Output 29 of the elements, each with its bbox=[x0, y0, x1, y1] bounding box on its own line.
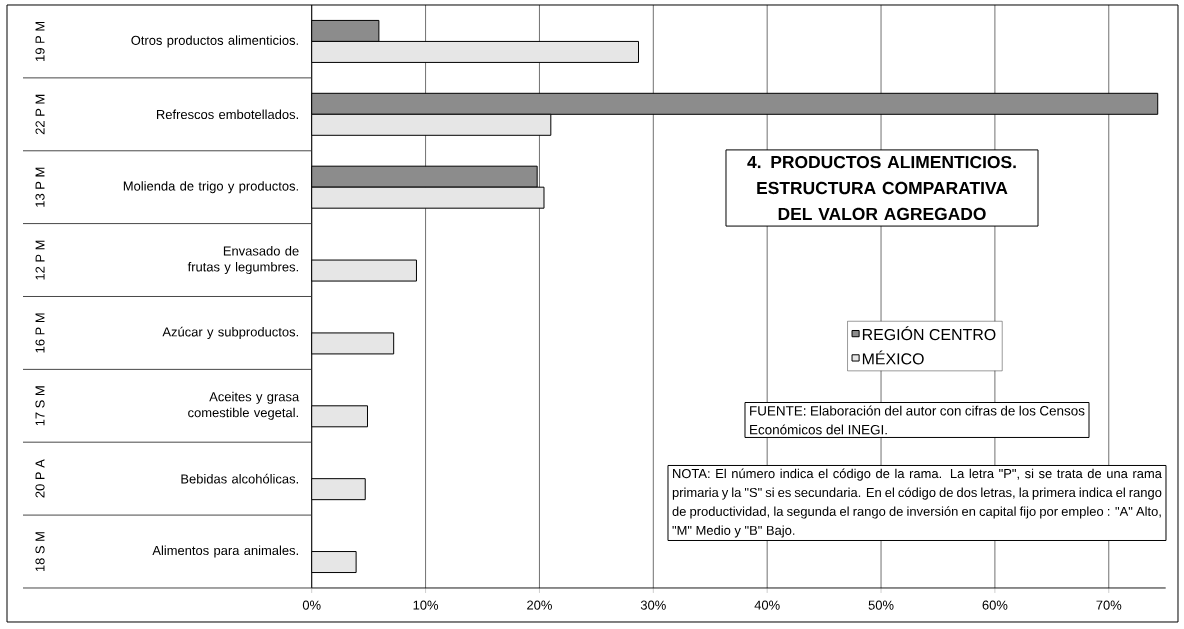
y-tick-label: Envasado de frutas y legumbres. bbox=[187, 246, 299, 275]
text: 4. PRODUCTOS ALIMENTICIOS. ESTRUCTURA COMPARATIVA DEL VALOR AGREGADO bbox=[747, 155, 1016, 221]
y-tick-label: Aceites y grasa comestible vegetal. bbox=[188, 391, 300, 420]
x-tick-label: 40% bbox=[754, 600, 780, 610]
y-tick-label: Refrescos embotellados. bbox=[156, 109, 298, 120]
text: 22 P M bbox=[35, 94, 45, 135]
annotation: FUENTE: Elaboración del autor con cifras de los Censos Económicos del INEGI. bbox=[750, 405, 1085, 435]
x-tick-label: 70% bbox=[1096, 600, 1122, 610]
text: 12 P M bbox=[35, 240, 45, 280]
text: 16 P M bbox=[35, 313, 45, 353]
text: 18 S M bbox=[35, 532, 45, 572]
text: 17 S M bbox=[35, 386, 45, 426]
annotation: NOTA: El número indica el código de la rama. La letra "P", si se trata de una rama primaria y la "S" si es secundaria. En el código de dos letras, la primera indica el rango de productividad, la segunda el rango de inversión en capital fijo por empleo : "A" Alto, "M" Medio y "B" Bajo. bbox=[672, 468, 1162, 538]
legend-label: REGIÓN CENTRO bbox=[862, 326, 996, 341]
x-tick-label: 30% bbox=[640, 600, 666, 610]
legend-label: MÉXICO bbox=[862, 350, 924, 365]
x-tick-label: 20% bbox=[527, 600, 552, 610]
y-tick-label: Molienda de trigo y productos. bbox=[123, 181, 298, 194]
text: 19 P M bbox=[35, 21, 45, 61]
x-tick-label: 60% bbox=[982, 600, 1008, 610]
y-tick-label: Azúcar y subproductos. bbox=[162, 326, 298, 340]
x-tick-label: 10% bbox=[413, 600, 439, 610]
y-tick-label: Alimentos para animales. bbox=[152, 545, 298, 558]
y-tick-label: Bebidas alcohólicas. bbox=[181, 473, 298, 484]
x-tick-label: 0% bbox=[302, 600, 321, 610]
y-tick-label: Otros productos alimenticios. bbox=[131, 35, 298, 48]
text: 13 P M bbox=[35, 167, 45, 207]
x-tick-label: 50% bbox=[868, 600, 894, 610]
text: 20 P A bbox=[35, 459, 45, 498]
